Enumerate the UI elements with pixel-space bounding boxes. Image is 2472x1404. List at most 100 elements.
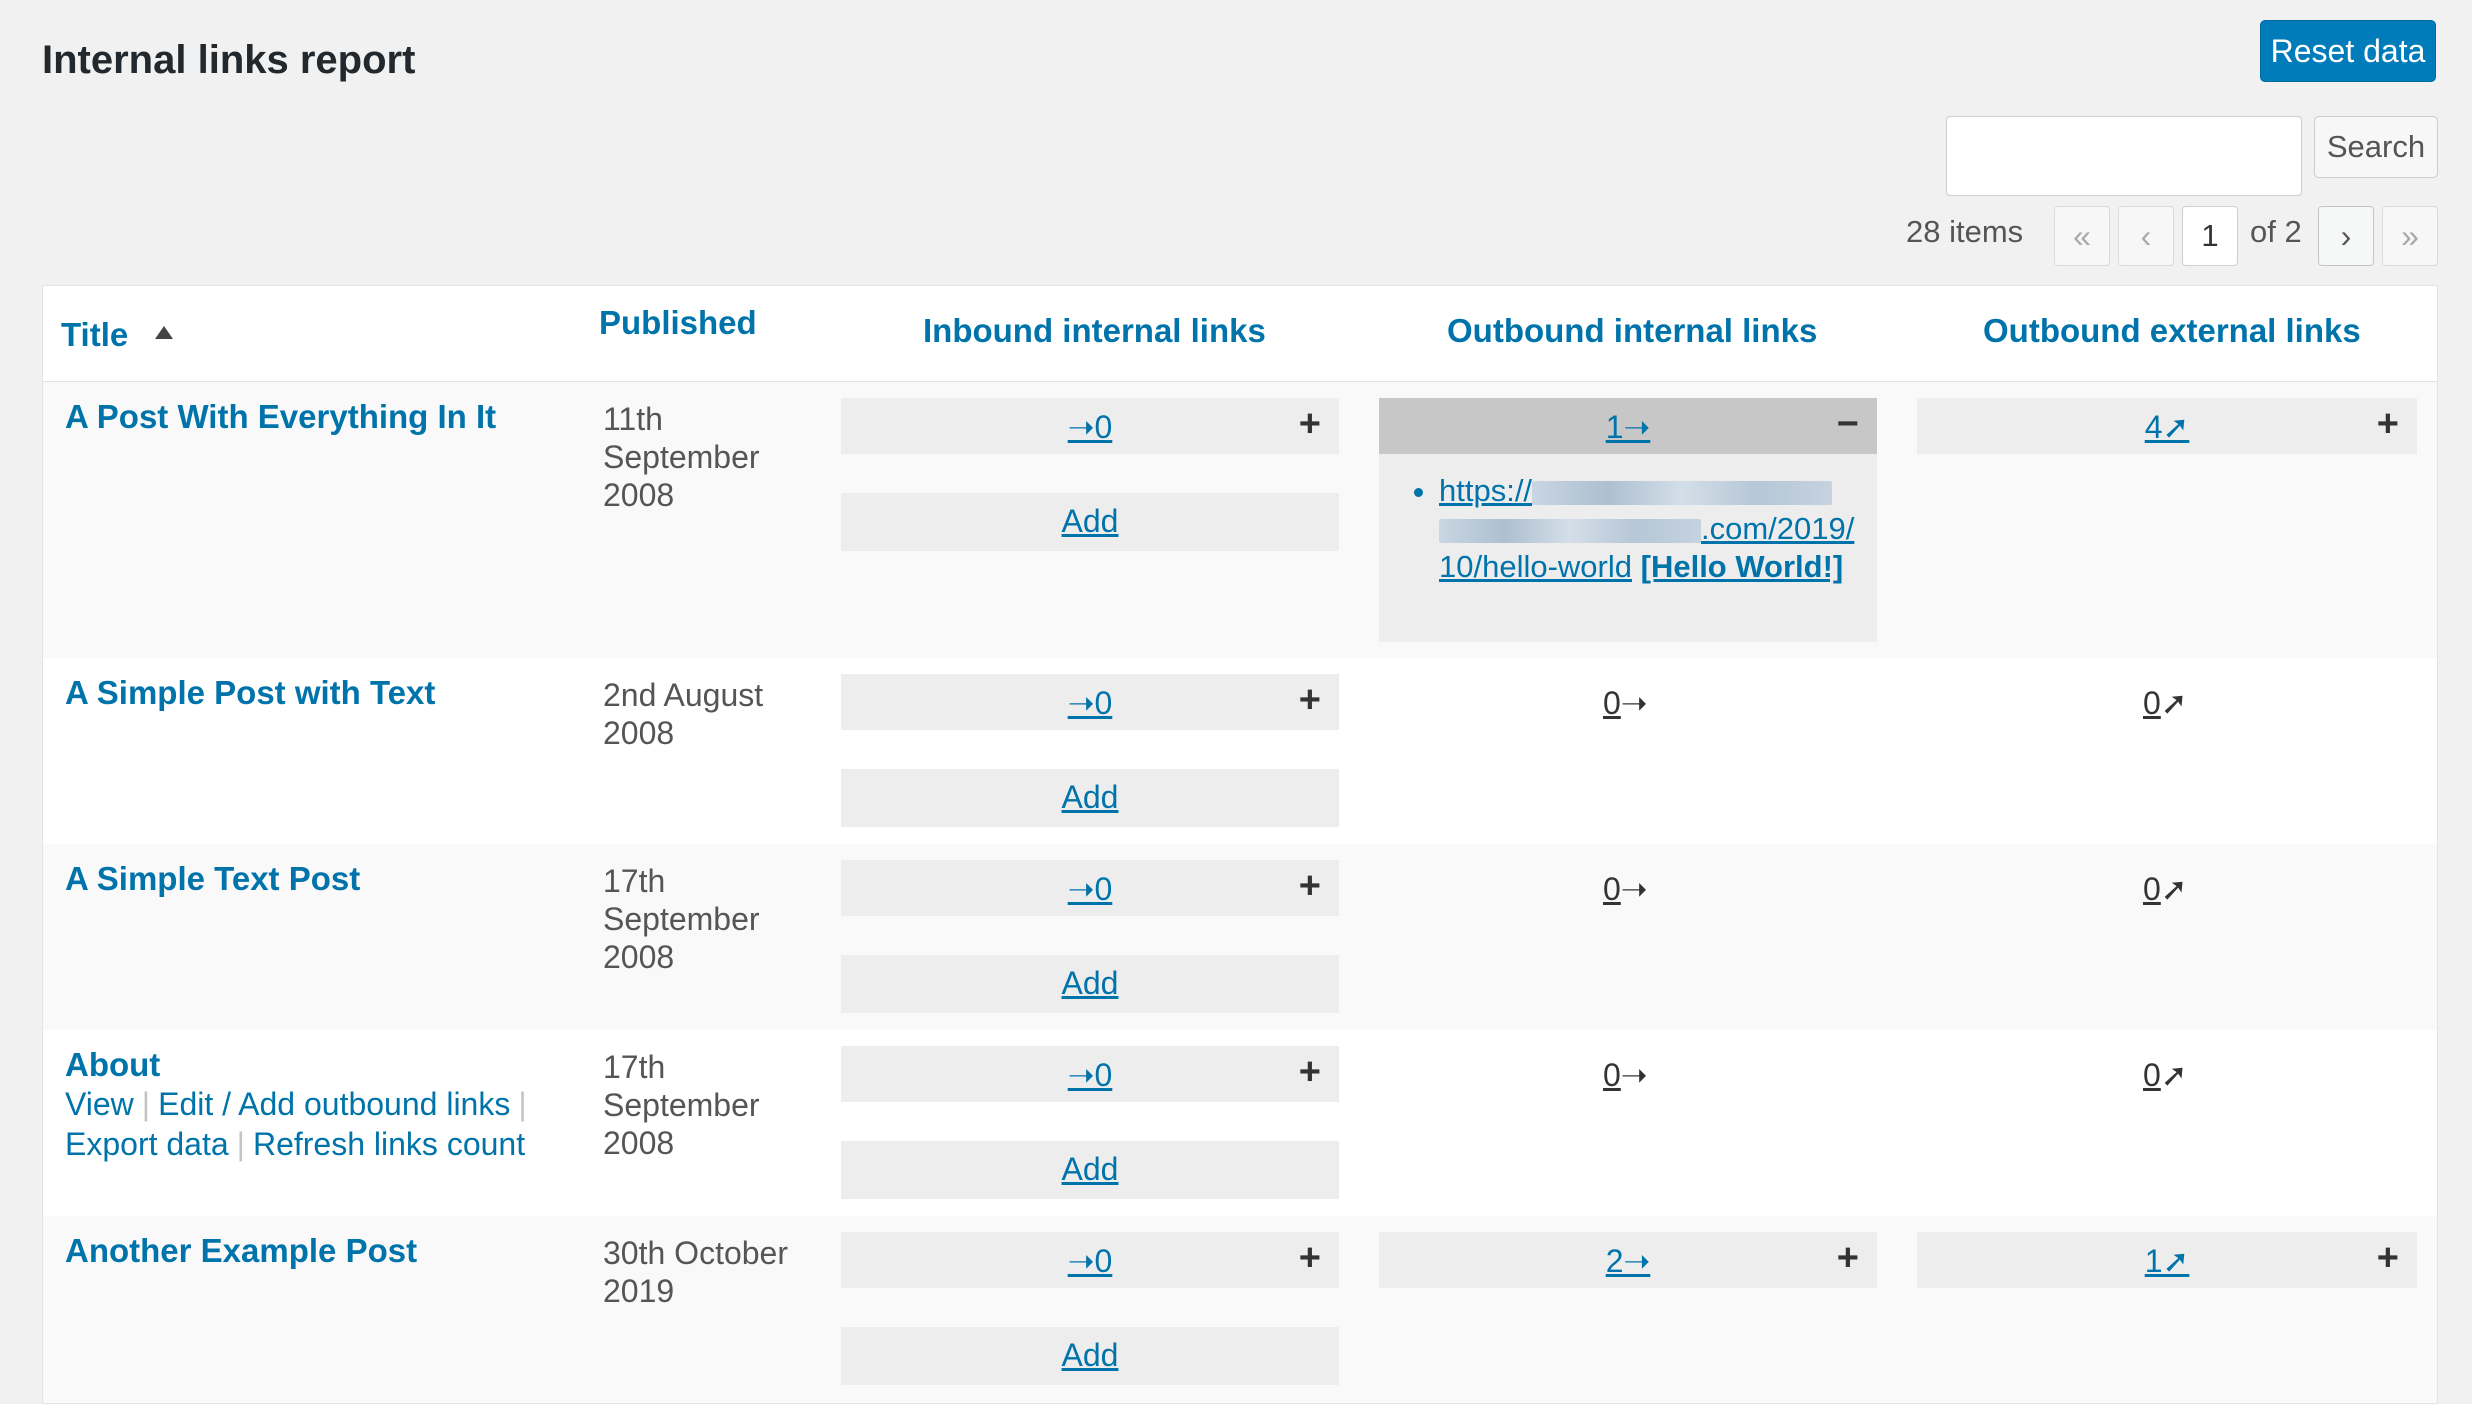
inbound-count[interactable]: ➝0: [1067, 685, 1113, 721]
refresh-links-count-link[interactable]: Refresh links count: [252, 1126, 526, 1162]
arrow-up-right-icon: ➚: [2162, 409, 2190, 445]
outbound-external-count[interactable]: 1➚: [2144, 1243, 2190, 1279]
search-input[interactable]: [1946, 116, 2302, 196]
edit-outbound-links-link[interactable]: Edit / Add outbound links: [158, 1086, 511, 1122]
arrow-up-right-icon: ➚: [2160, 685, 2188, 721]
plus-icon[interactable]: +: [2376, 403, 2399, 445]
published-date: 17th September 2008: [603, 1049, 760, 1161]
column-title[interactable]: Title: [61, 316, 129, 353]
inbound-links-bar[interactable]: ➝0 +: [841, 1232, 1339, 1288]
plus-icon[interactable]: +: [2376, 1237, 2399, 1279]
outbound-internal-count[interactable]: 2➝: [1605, 1243, 1651, 1279]
arrow-right-icon: ➝: [1067, 409, 1095, 445]
post-title-link[interactable]: About: [65, 1046, 161, 1083]
add-inbound-bar: Add: [841, 1327, 1339, 1385]
last-page-button: »: [2382, 206, 2438, 266]
arrow-right-icon: ➝: [1623, 1243, 1651, 1279]
inbound-links-bar[interactable]: ➝0 +: [841, 1046, 1339, 1102]
add-inbound-bar: Add: [841, 493, 1339, 551]
post-title-link[interactable]: Another Example Post: [65, 1232, 418, 1269]
next-page-button[interactable]: ›: [2318, 206, 2374, 266]
arrow-up-right-icon: ➚: [2162, 1243, 2190, 1279]
view-link[interactable]: View: [65, 1086, 134, 1122]
plus-icon[interactable]: +: [1836, 1237, 1859, 1279]
arrow-right-icon: ➝: [1067, 685, 1095, 721]
add-inbound-bar: Add: [841, 769, 1339, 827]
table-row: A Simple Post with Text 2nd August 2008 …: [43, 658, 2437, 844]
published-date: 30th October 2019: [603, 1235, 788, 1309]
post-title-link[interactable]: A Post With Everything In It: [65, 398, 497, 435]
add-inbound-bar: Add: [841, 955, 1339, 1013]
table-row: A Simple Text Post 17th September 2008 ➝…: [43, 844, 2437, 1030]
published-date: 11th September 2008: [603, 401, 760, 513]
plus-icon[interactable]: +: [1298, 679, 1321, 721]
column-outbound-external-links: Outbound external links: [1983, 312, 2361, 349]
export-data-link[interactable]: Export data: [65, 1126, 229, 1162]
inbound-count[interactable]: ➝0: [1067, 409, 1113, 445]
published-date: 17th September 2008: [603, 863, 760, 975]
add-inbound-link[interactable]: Add: [1061, 779, 1119, 815]
arrow-right-icon: ➝: [1620, 871, 1648, 907]
anchor-text[interactable]: [Hello World!]: [1640, 549, 1844, 584]
outbound-external-bar[interactable]: 4➚ +: [1917, 398, 2417, 454]
current-page-input[interactable]: 1: [2182, 206, 2238, 266]
minus-icon[interactable]: −: [1836, 403, 1859, 445]
page-title: Internal links report: [42, 38, 416, 82]
arrow-up-right-icon: ➚: [2160, 871, 2188, 907]
plus-icon[interactable]: +: [1298, 1051, 1321, 1093]
post-title-link[interactable]: A Simple Post with Text: [65, 674, 436, 711]
inbound-count[interactable]: ➝0: [1067, 1243, 1113, 1279]
arrow-right-icon: ➝: [1067, 1243, 1095, 1279]
table-header: Title Published Inbound internal links O…: [43, 286, 2437, 382]
add-inbound-bar: Add: [841, 1141, 1339, 1199]
blurred-url-segment: [1439, 518, 1701, 543]
arrow-right-icon: ➝: [1620, 685, 1648, 721]
arrow-right-icon: ➝: [1067, 1057, 1095, 1093]
links-table: Title Published Inbound internal links O…: [42, 285, 2438, 1404]
add-inbound-link[interactable]: Add: [1061, 503, 1119, 539]
outbound-internal-bar[interactable]: 1➝ −: [1379, 398, 1877, 454]
plus-icon[interactable]: +: [1298, 403, 1321, 445]
inbound-count[interactable]: ➝0: [1067, 871, 1113, 907]
table-row: About View | Edit / Add outbound links | Ex…: [43, 1030, 2437, 1216]
outbound-internal-list: https://.com/2019/10/hello-world [Hello …: [1379, 454, 1877, 642]
inbound-links-bar[interactable]: ➝0 +: [841, 860, 1339, 916]
outbound-external-count: 0➚: [2143, 871, 2188, 907]
total-pages: of 2: [2250, 214, 2302, 249]
add-inbound-link[interactable]: Add: [1061, 1337, 1119, 1373]
prev-page-button: ‹: [2118, 206, 2174, 266]
outbound-external-count: 0➚: [2143, 1057, 2188, 1093]
outbound-internal-count: 0➝: [1603, 685, 1648, 721]
plus-icon[interactable]: +: [1298, 1237, 1321, 1279]
outbound-internal-count: 0➝: [1603, 1057, 1648, 1093]
column-outbound-internal-links: Outbound internal links: [1447, 312, 1818, 349]
add-inbound-link[interactable]: Add: [1061, 1151, 1119, 1187]
inbound-links-bar[interactable]: ➝0 +: [841, 398, 1339, 454]
inbound-links-bar[interactable]: ➝0 +: [841, 674, 1339, 730]
first-page-button: «: [2054, 206, 2110, 266]
items-count: 28 items: [1906, 214, 2024, 249]
reset-data-button[interactable]: Reset data: [2260, 20, 2436, 82]
arrow-right-icon: ➝: [1620, 1057, 1648, 1093]
row-actions: View | Edit / Add outbound links | Export d…: [65, 1086, 527, 1162]
post-title-link[interactable]: A Simple Text Post: [65, 860, 361, 897]
outbound-external-bar[interactable]: 1➚ +: [1917, 1232, 2417, 1288]
arrow-up-right-icon: ➚: [2160, 1057, 2188, 1093]
outbound-internal-count[interactable]: 1➝: [1605, 409, 1651, 445]
add-inbound-link[interactable]: Add: [1061, 965, 1119, 1001]
sort-ascending-icon[interactable]: [155, 326, 173, 339]
column-inbound-internal-links: Inbound internal links: [923, 312, 1266, 349]
arrow-right-icon: ➝: [1623, 409, 1651, 445]
table-row: A Post With Everything In It 11th Septem…: [43, 382, 2437, 658]
outbound-external-count[interactable]: 4➚: [2144, 409, 2190, 445]
table-row: Another Example Post 30th October 2019 ➝…: [43, 1216, 2437, 1403]
outbound-url-link[interactable]: https://.com/2019/10/hello-world: [1439, 473, 1855, 584]
plus-icon[interactable]: +: [1298, 865, 1321, 907]
published-date: 2nd August 2008: [603, 677, 764, 751]
search-button[interactable]: Search: [2314, 116, 2438, 178]
outbound-internal-count: 0➝: [1603, 871, 1648, 907]
inbound-count[interactable]: ➝0: [1067, 1057, 1113, 1093]
column-published[interactable]: Published: [599, 304, 757, 341]
outbound-internal-bar[interactable]: 2➝ +: [1379, 1232, 1877, 1288]
outbound-external-count: 0➚: [2143, 685, 2188, 721]
